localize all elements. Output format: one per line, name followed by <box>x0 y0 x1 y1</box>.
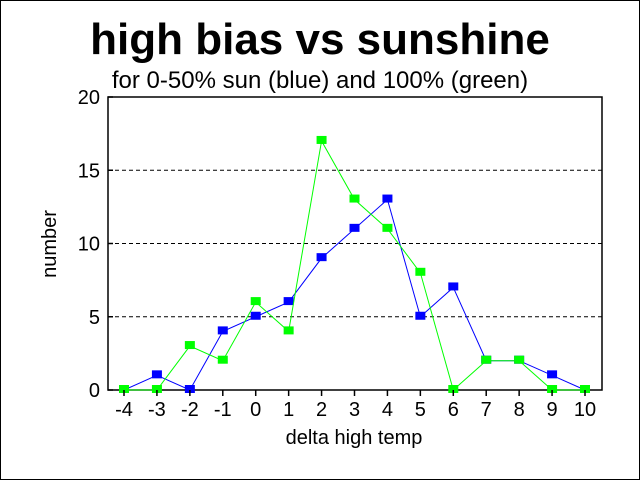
data-point-1 <box>217 355 228 364</box>
data-point-1 <box>547 385 558 393</box>
data-point-1 <box>415 267 426 276</box>
data-point-0 <box>547 370 558 379</box>
x-tick-label: 8 <box>514 399 525 421</box>
data-point-1 <box>514 355 525 364</box>
data-point-1 <box>448 385 459 393</box>
data-point-1 <box>119 385 129 393</box>
data-point-0 <box>151 370 162 379</box>
data-point-0 <box>217 326 228 335</box>
x-tick-label: 5 <box>415 399 426 421</box>
x-tick-label: 6 <box>448 399 459 421</box>
x-axis-label: delta high temp <box>286 427 423 449</box>
x-tick-label: 10 <box>574 399 596 421</box>
data-point-0 <box>283 297 294 306</box>
data-point-1 <box>184 341 195 350</box>
y-axis-label: number <box>39 210 61 278</box>
x-tick-label: 9 <box>547 399 558 421</box>
y-tick-label: 0 <box>89 380 100 402</box>
x-tick-label: -1 <box>214 399 232 421</box>
x-tick-label: 3 <box>349 399 360 421</box>
x-tick-label: 4 <box>382 399 393 421</box>
y-tick-label: 20 <box>78 87 100 109</box>
x-tick-label: -2 <box>181 399 199 421</box>
x-tick-label: 0 <box>250 399 261 421</box>
chart-subtitle: for 0-50% sun (blue) and 100% (green) <box>112 67 528 94</box>
data-point-0 <box>184 385 195 393</box>
data-point-0 <box>316 253 327 262</box>
data-point-0 <box>415 311 426 320</box>
data-point-0 <box>448 282 459 291</box>
y-tick-label: 10 <box>78 234 100 256</box>
data-point-1 <box>580 385 590 393</box>
data-point-1 <box>382 223 393 232</box>
x-tick-label: 2 <box>316 399 327 421</box>
data-point-1 <box>250 297 261 306</box>
y-tick-label: 15 <box>78 160 100 182</box>
chart-title: high bias vs sunshine <box>90 15 550 64</box>
x-tick-label: 7 <box>481 399 492 421</box>
x-tick-label: 1 <box>283 399 294 421</box>
x-tick-label: -4 <box>115 399 133 421</box>
data-point-1 <box>316 135 327 144</box>
data-point-0 <box>382 194 393 203</box>
x-tick-label: -3 <box>148 399 166 421</box>
data-point-0 <box>349 223 360 232</box>
data-point-1 <box>283 326 294 335</box>
series-line-1 <box>124 139 585 391</box>
y-tick-label: 5 <box>89 307 100 329</box>
data-point-1 <box>481 355 492 364</box>
data-point-1 <box>151 385 162 393</box>
data-point-1 <box>349 194 360 203</box>
data-point-0 <box>250 311 261 320</box>
